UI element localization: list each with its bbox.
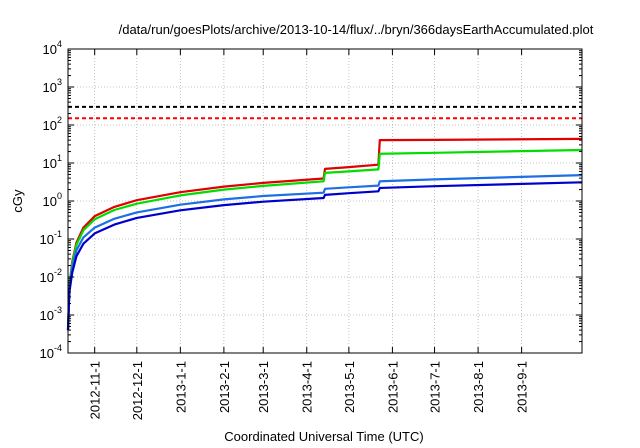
- x-tick-label: 2013-6-1: [385, 361, 400, 413]
- reference-lines: [68, 105, 582, 120]
- x-tick-label: 2013-2-1: [217, 361, 232, 413]
- y-tick-label: 10-1: [40, 229, 62, 247]
- y-tick-label: 10-2: [40, 267, 62, 285]
- y-tick-label: 100: [43, 191, 62, 209]
- x-axis: 2012-11-1 2012-12-1 2013-1-1 2013-2-1 2013-3…: [88, 49, 530, 420]
- x-tick-label: 2013-8-1: [471, 361, 486, 413]
- chart-title: /data/run/goesPlots/archive/2013-10-14/f…: [119, 22, 594, 37]
- x-tick-label: 2013-9-1: [515, 361, 530, 413]
- y-axis-label: cGy: [10, 189, 25, 213]
- x-tick-label: 2012-11-1: [88, 361, 103, 419]
- series-lines: [66, 137, 583, 331]
- x-tick-label: 2013-5-1: [342, 361, 357, 413]
- y-tick-label: 102: [43, 115, 62, 133]
- series-line-dark-blue: [66, 181, 583, 331]
- x-tick-label: 2013-7-1: [428, 361, 443, 413]
- x-tick-label: 2012-12-1: [130, 361, 145, 420]
- y-tick-label: 10-3: [40, 305, 62, 323]
- x-axis-label: Coordinated Universal Time (UTC): [224, 429, 423, 444]
- y-tick-label: 104: [43, 39, 62, 57]
- y-axis: 10-4 10-3 10-2 10-1 100 101 102 103 104: [40, 39, 582, 361]
- x-tick-label: 2013-1-1: [173, 361, 188, 413]
- x-tick-label: 2013-3-1: [256, 361, 271, 413]
- x-tick-label: 2013-4-1: [300, 361, 315, 413]
- y-tick-label: 103: [43, 77, 62, 95]
- y-tick-label: 101: [43, 153, 62, 171]
- series-line-red: [66, 137, 583, 331]
- y-tick-label: 10-4: [40, 343, 62, 361]
- series-line-light-blue: [66, 174, 583, 331]
- series-line-green: [66, 148, 583, 331]
